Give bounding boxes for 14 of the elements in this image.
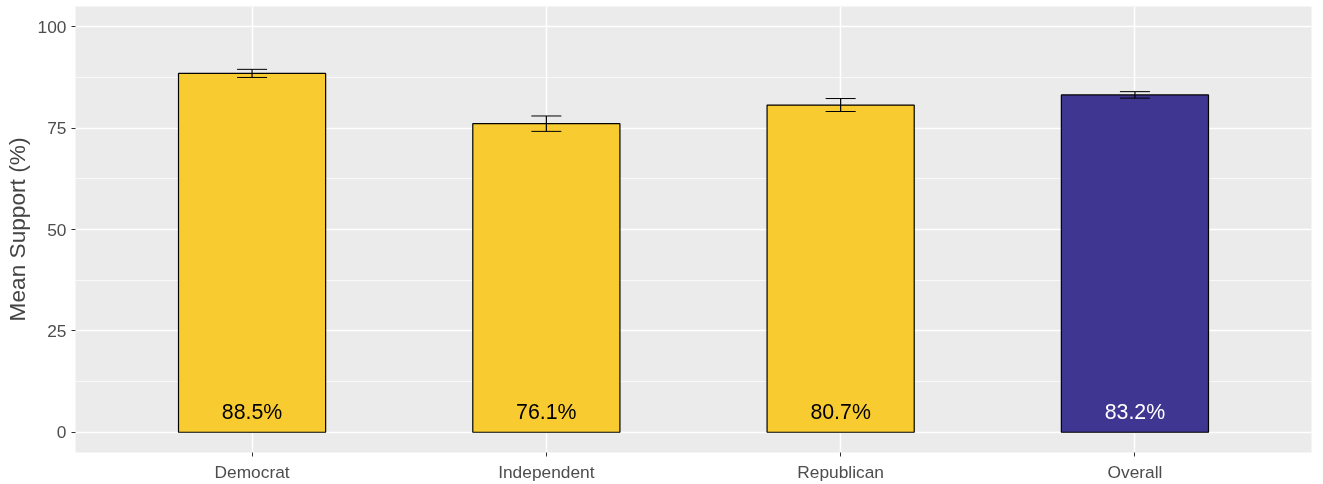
x-tick-label: Democrat: [214, 461, 290, 482]
y-axis-title: Mean Support (%): [3, 137, 30, 322]
data-label: 76.1%: [516, 400, 577, 425]
x-tick-label: Independent: [498, 461, 595, 482]
data-label: 83.2%: [1104, 400, 1166, 425]
y-tick-label: 75: [47, 118, 67, 139]
data-label: 88.5%: [221, 400, 283, 425]
x-tick-label: Republican: [797, 461, 884, 482]
x-tick-label: Overall: [1107, 461, 1163, 482]
y-tick-label: 25: [47, 320, 67, 341]
y-tick-label: 100: [37, 16, 67, 37]
y-tick-label: 0: [56, 422, 67, 443]
data-label: 80.7%: [810, 400, 871, 425]
y-tick-label: 50: [47, 219, 67, 240]
